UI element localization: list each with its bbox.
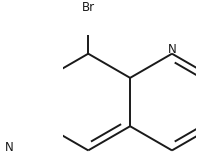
- Text: N: N: [5, 141, 14, 154]
- Text: Br: Br: [82, 1, 95, 14]
- Text: N: N: [168, 43, 176, 56]
